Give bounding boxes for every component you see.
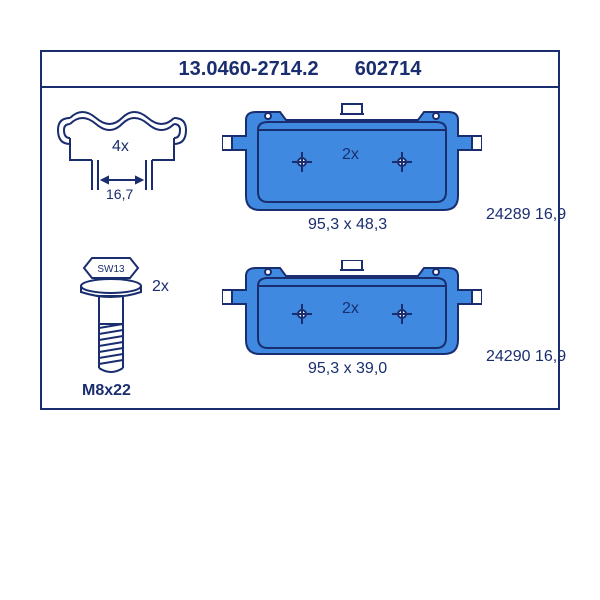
bolt-spec: M8x22	[82, 382, 131, 400]
pad-top-drawing: 2x 95,3 x 48,3	[222, 100, 482, 235]
clip-dim: 16,7	[106, 186, 133, 202]
pad-bottom-dims: 95,3 x 39,0	[308, 360, 387, 378]
bolt-drawing: SW13 2x M8x22	[66, 252, 156, 387]
pad-top-code: 24289 16,9	[486, 206, 566, 224]
pad-top-qty: 2x	[342, 146, 359, 164]
pad-bottom-qty: 2x	[342, 300, 359, 318]
pad-bottom-drawing: 2x 95,3 x 39,0	[222, 260, 482, 385]
header-bar: 13.0460-2714.2 602714	[42, 52, 558, 88]
pad-bottom-code: 24290 16,9	[486, 348, 566, 366]
clip-drawing: 4x 16,7	[52, 100, 192, 205]
bolt-hex-label: SW13	[97, 264, 125, 275]
short-code: 602714	[355, 58, 422, 81]
diagram-frame: 13.0460-2714.2 602714	[40, 50, 560, 410]
part-number: 13.0460-2714.2	[179, 58, 319, 81]
bolt-qty: 2x	[152, 278, 169, 296]
pad-top-dims: 95,3 x 48,3	[308, 216, 387, 234]
clip-qty: 4x	[112, 138, 129, 156]
